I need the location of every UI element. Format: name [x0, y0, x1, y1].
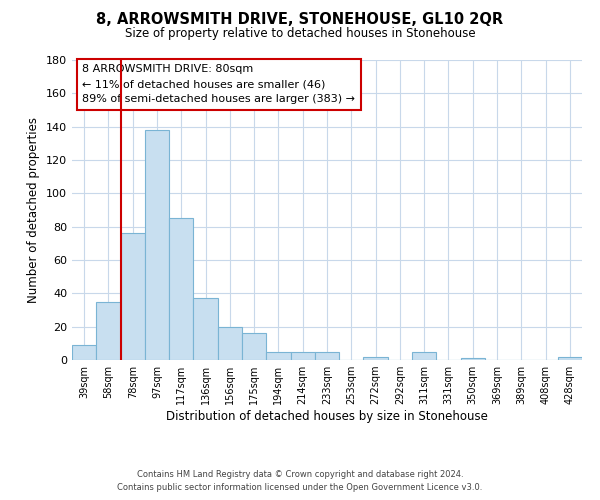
Bar	[242, 334, 266, 360]
Bar	[290, 352, 315, 360]
Text: Contains HM Land Registry data © Crown copyright and database right 2024.
Contai: Contains HM Land Registry data © Crown c…	[118, 470, 482, 492]
X-axis label: Distribution of detached houses by size in Stonehouse: Distribution of detached houses by size …	[166, 410, 488, 423]
Bar	[558, 356, 582, 360]
Bar	[145, 130, 169, 360]
Text: 8 ARROWSMITH DRIVE: 80sqm
← 11% of detached houses are smaller (46)
89% of semi-: 8 ARROWSMITH DRIVE: 80sqm ← 11% of detac…	[82, 64, 355, 104]
Bar	[266, 352, 290, 360]
Text: Size of property relative to detached houses in Stonehouse: Size of property relative to detached ho…	[125, 28, 475, 40]
Bar	[72, 345, 96, 360]
Bar	[121, 234, 145, 360]
Bar	[364, 356, 388, 360]
Bar	[315, 352, 339, 360]
Bar	[218, 326, 242, 360]
Bar	[461, 358, 485, 360]
Y-axis label: Number of detached properties: Number of detached properties	[28, 117, 40, 303]
Bar	[193, 298, 218, 360]
Bar	[412, 352, 436, 360]
Bar	[169, 218, 193, 360]
Bar	[96, 302, 121, 360]
Text: 8, ARROWSMITH DRIVE, STONEHOUSE, GL10 2QR: 8, ARROWSMITH DRIVE, STONEHOUSE, GL10 2Q…	[97, 12, 503, 28]
